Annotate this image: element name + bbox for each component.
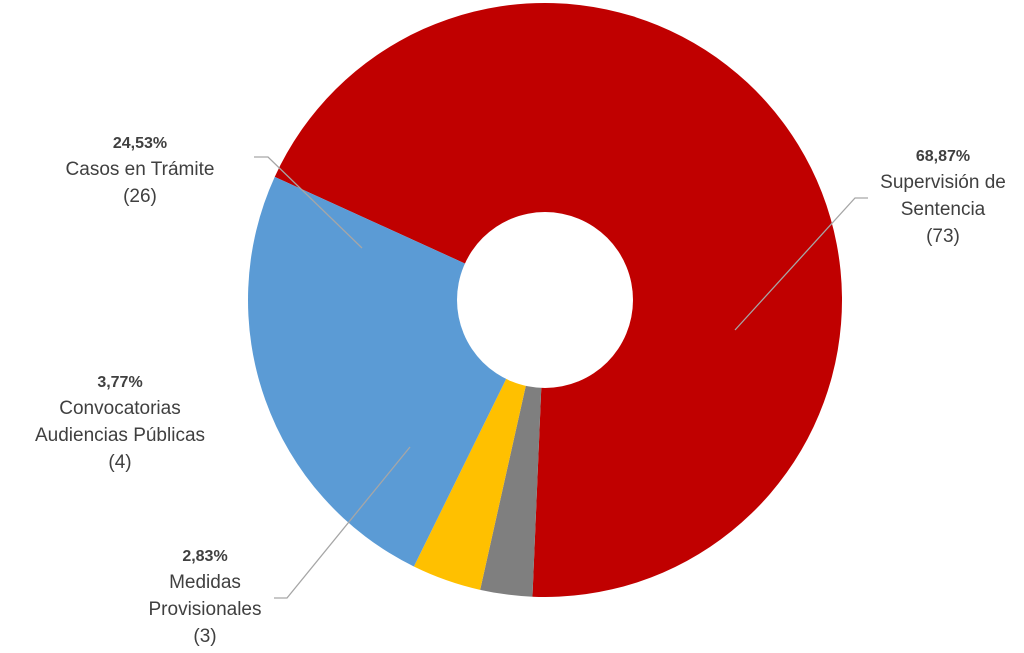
donut-hole bbox=[457, 212, 633, 388]
slice-count: (26) bbox=[123, 186, 157, 207]
slice-percent: 24,53% bbox=[112, 135, 168, 152]
slice-percent: 3,77% bbox=[97, 374, 143, 391]
slice-name: Supervisión de Sentencia bbox=[880, 172, 1006, 220]
slice-count: (73) bbox=[926, 226, 960, 247]
leader-line-supervision bbox=[734, 197, 868, 331]
slice-label-casos: 24,53% Casos en Trámite (26) bbox=[50, 132, 230, 210]
slice-count: (3) bbox=[193, 626, 217, 647]
leader-lines bbox=[254, 156, 868, 599]
slice-percent: 2,83% bbox=[182, 548, 228, 565]
leader-line-medidas bbox=[274, 446, 411, 599]
slice-percent: 68,87% bbox=[915, 148, 971, 165]
slice-label-supervision: 68,87% Supervisión de Sentencia (73) bbox=[868, 145, 1018, 250]
slice-count: (4) bbox=[108, 452, 132, 473]
slice-name: Casos en Trámite bbox=[65, 159, 215, 180]
slice-name: Medidas Provisionales bbox=[148, 572, 262, 620]
leader-line-casos bbox=[254, 156, 363, 249]
slice-name: Convocatorias Audiencias Públicas bbox=[34, 398, 206, 446]
slice-label-medidas: 2,83% Medidas Provisionales (3) bbox=[130, 545, 280, 650]
slice-label-convocatorias: 3,77% Convocatorias Audiencias Públicas … bbox=[20, 371, 220, 476]
